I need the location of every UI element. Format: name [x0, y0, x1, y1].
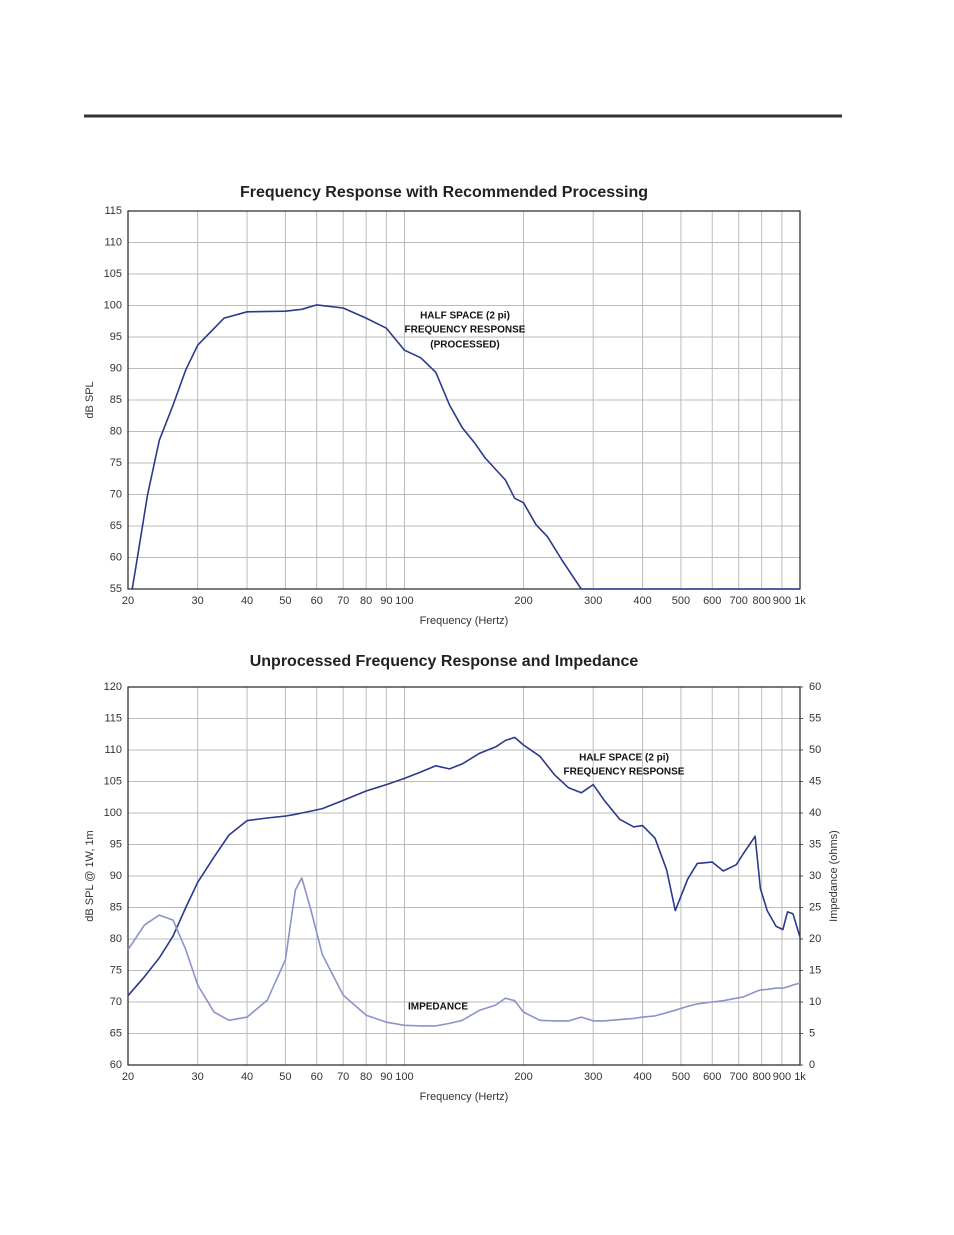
y2-tick-label: 45	[809, 775, 821, 787]
y-tick-label: 95	[110, 838, 122, 850]
y2-tick-label: 0	[809, 1059, 815, 1071]
x-tick-label: 60	[311, 595, 323, 607]
x-tick-label: 600	[703, 1071, 721, 1083]
y-tick-label: 80	[110, 933, 122, 945]
x-tick-label: 30	[192, 595, 204, 607]
y2-tick-label: 30	[809, 870, 821, 882]
y2-tick-label: 55	[809, 712, 821, 724]
plot-frame	[127, 686, 801, 1066]
y-tick-label: 115	[104, 712, 122, 724]
x-tick-label: 700	[730, 595, 748, 607]
y-tick-label: 110	[104, 236, 122, 248]
y-tick-label: 75	[110, 457, 122, 469]
y-tick-label: 120	[104, 681, 122, 693]
x-tick-label: 600	[703, 595, 721, 607]
x-tick-label: 80	[360, 595, 372, 607]
y-axis-label: dB SPL	[84, 381, 96, 418]
y-tick-label: 100	[104, 299, 122, 311]
x-tick-label: 500	[672, 595, 690, 607]
x-tick-label: 80	[360, 1071, 372, 1083]
series-line	[127, 877, 801, 1027]
y2-tick-label: 60	[809, 681, 821, 693]
x-tick-label: 90	[380, 1071, 392, 1083]
y-tick-label: 70	[110, 996, 122, 1008]
annotation: FREQUENCY RESPONSE	[564, 767, 685, 778]
x-tick-label: 900	[773, 595, 791, 607]
y-tick-label: 70	[110, 488, 122, 500]
y-tick-label: 100	[104, 807, 122, 819]
x-tick-label: 900	[773, 1071, 791, 1083]
y-tick-label: 95	[110, 331, 122, 343]
y-tick-label: 55	[110, 583, 122, 595]
x-tick-label: 40	[241, 1071, 253, 1083]
y2-tick-label: 20	[809, 933, 821, 945]
annotation: IMPEDANCE	[408, 1002, 468, 1013]
x-tick-label: 70	[337, 1071, 349, 1083]
y2-tick-label: 25	[809, 901, 821, 913]
y-tick-label: 60	[110, 551, 122, 563]
x-tick-label: 70	[337, 595, 349, 607]
x-tick-label: 300	[584, 595, 602, 607]
y-tick-label: 65	[110, 1027, 122, 1039]
y2-tick-label: 10	[809, 996, 821, 1008]
y2-tick-label: 35	[809, 838, 821, 850]
series-line	[131, 304, 800, 590]
y-tick-label: 60	[110, 1059, 122, 1071]
chart-title: Unprocessed Frequency Response and Imped…	[250, 653, 639, 670]
x-tick-label: 400	[633, 595, 651, 607]
annotation: (PROCESSED)	[430, 340, 499, 351]
x-tick-label: 400	[633, 1071, 651, 1083]
y2-tick-label: 15	[809, 964, 821, 976]
annotation: FREQUENCY RESPONSE	[405, 325, 526, 336]
x-tick-label: 800	[752, 595, 770, 607]
x-tick-label: 700	[730, 1071, 748, 1083]
y-tick-label: 105	[104, 268, 122, 280]
x-tick-label: 60	[311, 1071, 323, 1083]
x-tick-label: 1k	[794, 1071, 806, 1083]
y-tick-label: 85	[110, 394, 122, 406]
y-tick-label: 115	[104, 205, 122, 217]
x-tick-label: 50	[279, 595, 291, 607]
y2-tick-label: 40	[809, 807, 821, 819]
y2-tick-label: 5	[809, 1027, 815, 1039]
y-tick-label: 90	[110, 362, 122, 374]
annotation: HALF SPACE (2 pi)	[420, 311, 510, 322]
series-line	[127, 736, 801, 997]
plot-frame	[127, 210, 801, 590]
y2-tick-label: 50	[809, 744, 821, 756]
x-tick-label: 40	[241, 595, 253, 607]
annotation: HALF SPACE (2 pi)	[579, 753, 669, 764]
y-tick-label: 75	[110, 964, 122, 976]
x-tick-label: 100	[395, 1071, 413, 1083]
y2-axis-label: Impedance (ohms)	[828, 830, 840, 922]
x-tick-label: 30	[192, 1071, 204, 1083]
y-tick-label: 80	[110, 425, 122, 437]
x-tick-label: 100	[395, 595, 413, 607]
x-axis-label: Frequency (Hertz)	[420, 615, 509, 627]
y-tick-label: 90	[110, 870, 122, 882]
x-tick-label: 90	[380, 595, 392, 607]
x-tick-label: 800	[752, 1071, 770, 1083]
x-tick-label: 50	[279, 1071, 291, 1083]
x-tick-label: 1k	[794, 595, 806, 607]
x-axis-label: Frequency (Hertz)	[420, 1091, 509, 1103]
x-tick-label: 200	[514, 1071, 532, 1083]
x-tick-label: 500	[672, 1071, 690, 1083]
y-tick-label: 85	[110, 901, 122, 913]
chart-title: Frequency Response with Recommended Proc…	[240, 184, 648, 201]
y-axis-label: dB SPL @ 1W, 1m	[84, 830, 96, 921]
x-tick-label: 20	[122, 1071, 134, 1083]
y-tick-label: 110	[104, 744, 122, 756]
x-tick-label: 20	[122, 595, 134, 607]
x-tick-label: 200	[514, 595, 532, 607]
x-tick-label: 300	[584, 1071, 602, 1083]
y-tick-label: 105	[104, 775, 122, 787]
y-tick-label: 65	[110, 520, 122, 532]
